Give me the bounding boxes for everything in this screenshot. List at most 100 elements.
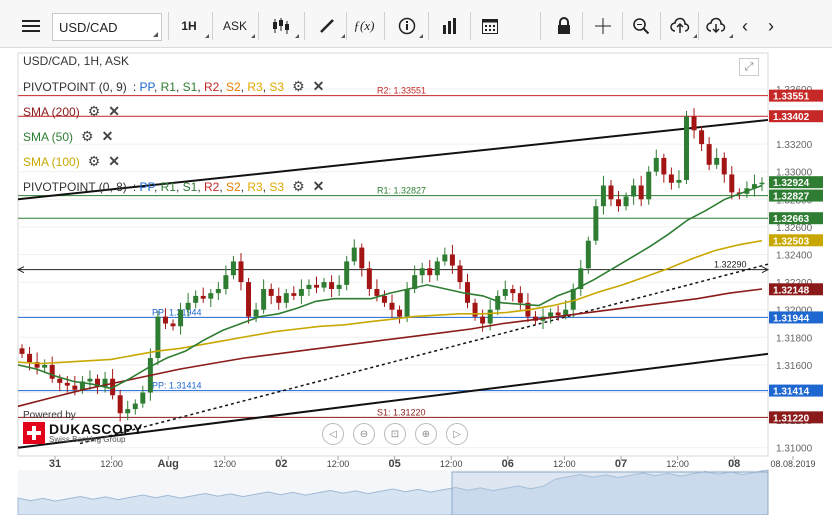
candle-body	[366, 268, 372, 290]
tag-s1[interactable]: S1	[182, 79, 198, 94]
candle-body	[283, 293, 289, 303]
price-chart[interactable]: R2: 1.33551 R1: 1.32827 PP: 1.31944 PP: 1.3…	[0, 48, 832, 515]
price-tag	[769, 89, 823, 102]
remove-close-icon[interactable]: ✕	[108, 153, 120, 169]
reset-zoom-icon[interactable]: ⊡	[384, 423, 406, 445]
candle-body	[729, 174, 735, 193]
legend-row-pivot-8: PIVOTPOINT (0, 8) : PP, R1, S1, R2, S2, …	[23, 178, 324, 195]
price-tag	[769, 283, 823, 296]
grid	[17, 52, 769, 457]
candle-body	[759, 182, 765, 185]
candle-body	[706, 144, 712, 165]
tag-s1[interactable]: S1	[182, 179, 198, 194]
remove-close-icon[interactable]: ✕	[312, 178, 325, 194]
y-tick-label: 1.31800	[776, 333, 813, 344]
toolbar: USD/CAD 1H ASK ƒ(x)	[0, 0, 832, 48]
candle-body	[276, 295, 282, 303]
candle-body	[653, 157, 659, 172]
candle-body	[631, 185, 637, 197]
tag-pp[interactable]: PP	[139, 179, 154, 194]
legend-row-sma200: SMA (200) ⚙ ✕	[23, 103, 120, 120]
navigator-area	[17, 469, 769, 515]
calendar-icon[interactable]	[476, 13, 504, 39]
candle-body	[442, 254, 448, 262]
swiss-cross-icon	[23, 422, 45, 444]
settings-gear-icon[interactable]: ⚙	[292, 78, 305, 94]
candle-body	[34, 362, 40, 368]
candle-body	[125, 409, 131, 414]
scroll-right-icon[interactable]: ▷	[446, 423, 468, 445]
candle-body	[132, 403, 138, 410]
x-tick-label: 12:00	[214, 459, 237, 469]
tag-s2[interactable]: S2	[226, 179, 241, 194]
tag-s3[interactable]: S3	[269, 179, 285, 194]
tag-r3[interactable]: R3	[247, 79, 263, 94]
price-tag	[769, 189, 823, 202]
candle-body	[230, 261, 236, 276]
timeframe-selector[interactable]: 1H	[172, 13, 209, 39]
remove-close-icon[interactable]: ✕	[101, 128, 114, 144]
next-icon[interactable]: ›	[768, 15, 774, 36]
price-type-label: ASK	[222, 19, 247, 33]
tag-s2[interactable]: S2	[226, 79, 241, 94]
tag-r2[interactable]: R2	[204, 79, 220, 94]
price-tag-label: 1.33402	[773, 112, 810, 123]
candles-icon[interactable]	[266, 13, 299, 39]
x-tick-label: Aug	[158, 458, 179, 470]
legend-row-label: PIVOTPOINT (0, 9)	[23, 79, 127, 94]
tag-r1[interactable]: R1	[160, 79, 176, 94]
expand-icon[interactable]: ⤢	[739, 58, 759, 76]
candle-body	[721, 157, 727, 175]
crosshair-icon[interactable]	[590, 13, 616, 39]
download-icon[interactable]	[702, 13, 733, 39]
remove-close-icon[interactable]: ✕	[108, 103, 120, 119]
candle-body	[268, 289, 274, 296]
legend-row-label: SMA (200)	[23, 104, 80, 119]
fx-icon[interactable]: ƒ(x)	[353, 18, 375, 33]
bars-icon[interactable]	[436, 13, 464, 39]
info-icon[interactable]	[394, 13, 423, 39]
remove-close-icon[interactable]: ✕	[312, 78, 325, 94]
price-tag	[769, 411, 823, 424]
settings-gear-icon[interactable]: ⚙	[87, 103, 101, 119]
lock-icon[interactable]	[552, 13, 576, 39]
zoom-icon[interactable]	[628, 13, 654, 39]
tag-r3[interactable]: R3	[247, 179, 263, 194]
candle-body	[344, 261, 350, 285]
tag-s3[interactable]: S3	[269, 79, 285, 94]
candle-body	[646, 171, 652, 200]
settings-gear-icon[interactable]: ⚙	[292, 178, 305, 194]
candle-body	[699, 130, 705, 145]
candle-body	[404, 289, 410, 317]
candle-body	[585, 240, 591, 269]
price-tag-label: 1.32827	[773, 192, 810, 203]
candle-body	[27, 353, 33, 363]
draw-icon[interactable]	[312, 13, 345, 39]
tag-r1[interactable]: R1	[160, 179, 176, 194]
scroll-left-icon[interactable]: ◁	[322, 423, 344, 445]
tag-r2[interactable]: R2	[204, 179, 220, 194]
prev-icon[interactable]: ‹	[742, 15, 748, 36]
x-axis: 31 12:00 Aug 12:00 02 12:00 05 12:00 06 12:00 07 12…	[49, 456, 816, 470]
zoom-out-icon[interactable]: ⊖	[353, 423, 375, 445]
hamburger-icon[interactable]	[18, 13, 44, 39]
settings-gear-icon[interactable]: ⚙	[87, 153, 101, 169]
candle-body	[253, 309, 259, 317]
channel-upper	[17, 118, 769, 201]
x-tick-label: 12:00	[440, 459, 463, 469]
price-tag	[769, 234, 823, 247]
candle-body	[608, 185, 614, 200]
price-type-selector[interactable]: ASK	[218, 13, 255, 39]
candle-body	[19, 348, 25, 354]
upload-icon[interactable]	[666, 13, 697, 39]
tag-pp[interactable]: PP	[139, 79, 154, 94]
symbol-selector[interactable]: USD/CAD	[52, 13, 162, 41]
candle-body	[600, 185, 606, 207]
candle-body	[215, 289, 221, 294]
candle-body	[434, 261, 440, 276]
settings-gear-icon[interactable]: ⚙	[81, 128, 94, 144]
candle-body	[64, 382, 70, 386]
zoom-in-icon[interactable]: ⊕	[415, 423, 437, 445]
x-tick-label: 12:00	[666, 459, 689, 469]
candle-body	[359, 247, 365, 269]
